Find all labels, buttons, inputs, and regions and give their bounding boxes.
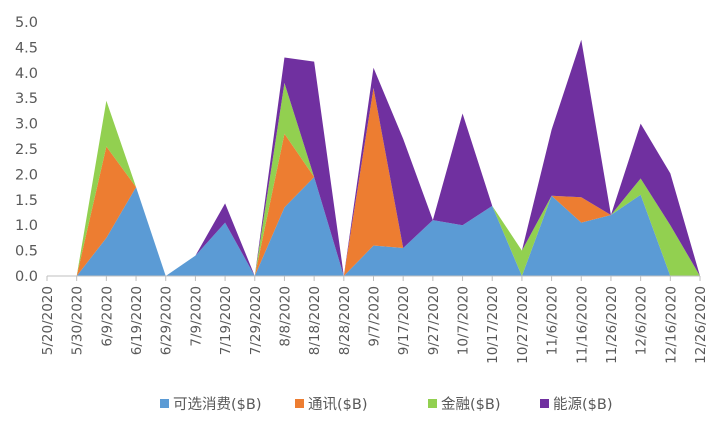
series-area-1 <box>76 88 701 276</box>
x-tick-label: 11/16/2020 <box>574 286 590 364</box>
legend-label: 能源($B) <box>553 396 613 413</box>
x-tick-label: 7/29/2020 <box>248 286 264 355</box>
x-tick-label: 9/7/2020 <box>367 286 383 347</box>
x-tick-label: 11/6/2020 <box>545 286 561 355</box>
x-tick-label: 9/17/2020 <box>396 286 412 355</box>
y-tick-label: 3.5 <box>15 91 38 107</box>
legend: 可选消费($B) 通讯($B) 金融($B) 能源($B) <box>160 396 613 413</box>
series-area-3 <box>76 39 701 276</box>
x-tick-label: 11/26/2020 <box>604 286 620 364</box>
x-tick-label: 8/8/2020 <box>277 286 293 347</box>
legend-label: 可选消费($B) <box>173 396 262 413</box>
x-tick-label: 8/18/2020 <box>307 286 323 355</box>
y-tick-label: 0.5 <box>15 244 38 260</box>
y-tick-label: 5.0 <box>15 15 38 31</box>
y-tick-label: 2.5 <box>15 142 38 158</box>
x-tick-label: 8/28/2020 <box>337 286 353 355</box>
x-tick-label: 7/19/2020 <box>218 286 234 355</box>
legend-item-2: 金融($B) <box>428 396 501 413</box>
y-tick-label: 1.0 <box>15 218 38 234</box>
legend-label: 通讯($B) <box>308 396 368 413</box>
legend-item-1: 通讯($B) <box>295 396 368 413</box>
series-area-0 <box>76 176 701 276</box>
x-tick-label: 12/6/2020 <box>634 286 650 355</box>
y-tick-label: 0.0 <box>15 269 38 285</box>
x-tick-label: 12/26/2020 <box>693 286 709 364</box>
legend-swatch <box>295 399 304 408</box>
legend-item-3: 能源($B) <box>540 396 613 413</box>
x-tick-label: 6/19/2020 <box>129 286 145 355</box>
y-tick-label: 4.5 <box>15 40 38 56</box>
y-tick-label: 1.5 <box>15 193 38 209</box>
x-tick-label: 10/27/2020 <box>515 286 531 364</box>
y-axis: 0.0 0.5 1.0 1.5 2.0 2.5 3.0 3.5 4.0 4.5 5.0 <box>15 15 38 285</box>
x-tick-label: 7/9/2020 <box>188 286 204 347</box>
x-tick-label: 6/29/2020 <box>159 286 175 355</box>
series-areas <box>76 39 701 277</box>
legend-swatch <box>160 399 169 408</box>
x-tick-label: 5/30/2020 <box>70 286 86 355</box>
legend-swatch <box>428 399 437 408</box>
x-tick-label: 9/27/2020 <box>426 286 442 355</box>
x-axis: 5/20/2020 5/30/2020 6/9/2020 6/19/2020 6/29/… <box>40 275 709 364</box>
legend-item-0: 可选消费($B) <box>160 396 262 413</box>
y-tick-label: 4.0 <box>15 66 38 82</box>
y-tick-label: 2.0 <box>15 167 38 183</box>
x-tick-label: 10/7/2020 <box>456 286 472 355</box>
x-tick-label: 5/20/2020 <box>40 286 56 355</box>
x-tick-label: 10/17/2020 <box>485 286 501 364</box>
x-tick-label: 12/16/2020 <box>663 286 679 364</box>
legend-label: 金融($B) <box>441 396 501 413</box>
x-tick-label: 6/9/2020 <box>99 286 115 347</box>
y-tick-label: 3.0 <box>15 117 38 133</box>
legend-swatch <box>540 399 549 408</box>
